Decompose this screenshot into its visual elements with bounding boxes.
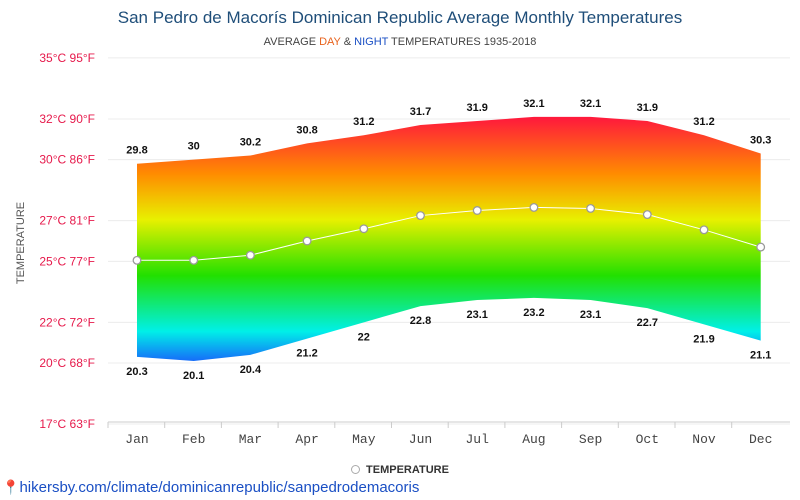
day-value-label: 31.9 (466, 102, 487, 114)
day-value-label: 30.3 (750, 135, 771, 147)
x-tick-label: Aug (522, 432, 545, 447)
y-tick-label: 20°C 68°F (39, 356, 95, 370)
y-axis-tick-labels: 35°C 95°F 32°C 90°F 30°C 86°F 27°C 81°F 25°C… (39, 51, 95, 431)
x-tick-label: Sep (579, 432, 602, 447)
day-value-label: 32.1 (580, 98, 601, 110)
subtitle-day-word: DAY (319, 36, 341, 48)
x-tick-label: Feb (182, 432, 205, 447)
legend-marker-icon (351, 465, 361, 474)
night-value-label: 20.3 (126, 366, 147, 378)
average-point[interactable] (132, 255, 142, 265)
x-tick-label: Jan (125, 432, 148, 447)
average-point[interactable] (189, 255, 199, 265)
y-tick-label: 17°C 63°F (39, 417, 95, 431)
chart-title: San Pedro de Macorís Dominican Republic … (117, 8, 683, 27)
average-point[interactable] (756, 242, 766, 252)
location-pin-icon: 📍 (2, 479, 20, 495)
subtitle-night-word: NIGHT (354, 36, 389, 48)
night-value-label: 21.9 (693, 333, 714, 345)
x-tick-label: Mar (239, 432, 262, 447)
y-tick-label: 35°C 95°F (39, 51, 95, 65)
night-value-labels: 20.3 20.1 20.4 21.2 22 22.8 23.1 23.2 23.1 22.7 21… (126, 307, 771, 382)
subtitle-middle: & (340, 36, 355, 48)
average-point[interactable] (245, 250, 255, 260)
night-value-label: 20.4 (240, 364, 262, 376)
x-tick-label: May (352, 432, 376, 447)
x-tick-label: Nov (692, 432, 716, 447)
y-tick-label: 32°C 90°F (39, 112, 95, 126)
day-value-label: 32.1 (523, 98, 544, 110)
day-value-label: 30.2 (240, 137, 261, 149)
x-tick-label: Dec (749, 432, 772, 447)
average-temperature-points (132, 202, 766, 265)
y-tick-label: 27°C 81°F (39, 214, 95, 228)
subtitle-prefix: AVERAGE (263, 36, 320, 48)
night-value-label: 23.1 (466, 309, 487, 321)
night-value-label: 23.1 (580, 309, 601, 321)
average-point[interactable] (472, 206, 482, 215)
average-point[interactable] (642, 210, 652, 219)
y-tick-label: 25°C 77°F (39, 254, 95, 268)
source-url: hikersby.com/climate/dominicanrepublic/s… (19, 479, 420, 496)
day-value-label: 31.7 (410, 106, 431, 118)
average-point[interactable] (359, 224, 369, 234)
average-point[interactable] (302, 236, 312, 246)
night-value-label: 21.1 (750, 350, 771, 362)
night-value-label: 22 (358, 331, 370, 343)
y-tick-label: 30°C 86°F (39, 153, 95, 167)
day-value-label: 30.8 (296, 124, 317, 136)
source-link[interactable]: 📍hikersby.com/climate/dominicanrepublic/… (2, 479, 419, 496)
subtitle-suffix: TEMPERATURES 1935-2018 (388, 36, 537, 48)
day-value-label: 31.2 (693, 116, 714, 128)
average-point[interactable] (416, 211, 425, 221)
x-tick-label: Jul (465, 432, 489, 447)
chart-subtitle: AVERAGE DAY & NIGHT TEMPERATURES 1935-20… (0, 36, 800, 48)
legend[interactable]: TEMPERATURE (0, 464, 800, 476)
night-value-label: 23.2 (523, 307, 544, 319)
average-point[interactable] (529, 202, 539, 212)
x-axis-tick-labels: Jan Feb Mar Apr May Jun Jul Aug Sep Oct Nov Dec (107, 422, 772, 447)
legend-label: TEMPERATURE (366, 464, 449, 476)
x-tick-label: Apr (295, 432, 318, 447)
night-value-label: 22.7 (637, 317, 658, 329)
day-value-label: 30 (188, 141, 200, 153)
night-value-label: 21.2 (296, 348, 317, 360)
average-point[interactable] (586, 203, 596, 213)
night-value-label: 22.8 (410, 315, 431, 327)
x-tick-label: Oct (636, 432, 659, 447)
night-value-label: 20.1 (183, 370, 204, 382)
y-axis-label: TEMPERATURE (15, 202, 27, 284)
day-value-label: 29.8 (126, 145, 147, 157)
day-value-label: 31.2 (353, 116, 374, 128)
x-tick-label: Jun (409, 432, 432, 447)
average-point[interactable] (699, 225, 709, 235)
day-value-labels: 29.8 30 30.2 30.8 31.2 31.7 31.9 32.1 32.1 31.9 31… (126, 98, 771, 157)
average-temperature-line (137, 206, 761, 261)
day-night-band (137, 116, 761, 361)
y-tick-label: 22°C 72°F (39, 315, 95, 329)
day-value-label: 31.9 (637, 102, 658, 114)
